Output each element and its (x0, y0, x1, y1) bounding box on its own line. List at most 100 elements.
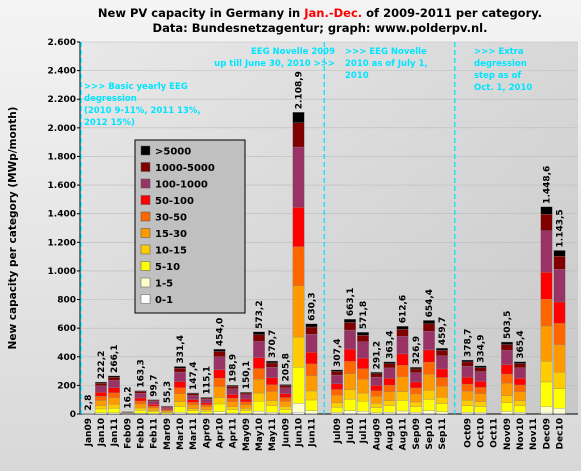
bar-segment (331, 374, 343, 384)
bar-segment (410, 372, 422, 383)
x-tick-label: May11 (268, 418, 278, 451)
annotation: Oct. 1, 2010 (474, 83, 532, 93)
bar-segment (200, 409, 213, 412)
x-tick-label: Sep10 (425, 418, 435, 450)
annotation: 2010 as of July 1, (345, 59, 428, 69)
legend-swatch (140, 261, 151, 271)
legend-swatch (140, 228, 151, 238)
total-label: 630,3 (308, 292, 318, 320)
x-tick-label: Jul10 (346, 418, 356, 444)
bar-segment (292, 336, 305, 368)
bar-segment (553, 323, 566, 345)
x-tick-label: Jun10 (295, 418, 305, 448)
bar-segment (213, 397, 226, 405)
bar-segment (540, 412, 553, 415)
legend-swatch (140, 178, 151, 189)
total-label: 454,0 (216, 318, 226, 346)
bar-segment (134, 393, 147, 399)
bar-segment (410, 401, 422, 407)
bar-segment (108, 377, 120, 381)
bar-segment (187, 399, 199, 403)
bar-segment (383, 391, 396, 401)
x-tick-label: Jun11 (308, 418, 318, 448)
bar-segment (423, 320, 435, 324)
legend-label: 0-1 (155, 295, 173, 306)
bar-segment (410, 368, 422, 373)
bar-segment (540, 213, 553, 231)
bar-segment (226, 401, 239, 407)
bar-segment (253, 379, 265, 394)
bar-segment (305, 352, 318, 365)
bar-segment (396, 410, 409, 414)
x-tick-label: May09 (242, 418, 252, 451)
bar-segment (187, 395, 199, 400)
bar-segment (253, 331, 265, 335)
bar-segment (226, 386, 239, 389)
y-tick-label: 2.400 (48, 67, 76, 77)
bar-segment (474, 401, 487, 407)
annotation: 2012 15%) (84, 118, 135, 128)
bar-segment (436, 355, 448, 370)
legend-swatch (140, 145, 151, 156)
total-label: 99,7 (150, 375, 160, 397)
x-tick-label: Nov09 (503, 418, 513, 450)
bar-segment (396, 376, 409, 392)
annotation: >>> Basic yearly EEG (84, 82, 188, 92)
x-tick-label: Dec09 (543, 418, 553, 449)
bar-segment (370, 403, 383, 408)
bar-segment (436, 385, 448, 398)
bar-segment (501, 395, 513, 403)
x-tick-label: Oct11 (490, 418, 500, 448)
bar-segment (436, 397, 448, 404)
bar-segment (474, 371, 487, 382)
bar-segment (461, 405, 474, 413)
bar-segment (461, 366, 474, 378)
bar-segment (187, 410, 199, 414)
legend-label: >5000 (155, 147, 191, 158)
bar-segment (357, 401, 369, 412)
bar-segment (344, 399, 356, 411)
bar-segment (213, 377, 226, 387)
bar-segment (514, 384, 526, 392)
bar-segment (174, 412, 186, 414)
bar-segment (253, 410, 265, 414)
title-part: New PV capacity in Germany in (98, 6, 304, 20)
bar-segment (292, 403, 305, 413)
total-label: 198,9 (229, 354, 239, 382)
bar-segment (474, 367, 487, 372)
bar-segment (292, 146, 305, 208)
bar-segment (474, 387, 487, 394)
bar-segment (344, 329, 356, 350)
total-label: 205,8 (282, 353, 292, 381)
x-tick-label: Dec10 (556, 418, 566, 449)
legend-label: 5-10 (155, 262, 180, 273)
bar-segment (174, 393, 186, 402)
bar-segment (331, 369, 343, 372)
x-tick-label: Sep09 (412, 418, 422, 450)
bar-segment (396, 391, 409, 401)
x-tick-label: Feb10 (137, 418, 147, 449)
bar-segment (383, 378, 396, 386)
bar-segment (357, 392, 369, 402)
bar-segment (95, 383, 107, 386)
bar-segment (108, 397, 120, 405)
bar-segment (540, 272, 553, 300)
bar-segment (266, 362, 278, 368)
bar-segment (279, 393, 292, 398)
bar-segment (213, 386, 226, 398)
bar-segment (370, 385, 383, 391)
bar-segment (95, 405, 107, 410)
bar-segment (95, 381, 107, 384)
bar-segment (134, 397, 147, 402)
bar-segment (147, 410, 160, 412)
x-tick-label: Mar10 (176, 418, 186, 450)
bar-segment (266, 411, 278, 414)
title-part: of 2009-2011 per category. (362, 6, 542, 20)
total-label: 222,2 (97, 351, 107, 379)
x-tick-label: Mar11 (189, 418, 199, 450)
bar-segment (279, 409, 292, 414)
x-tick-label: Aug10 (386, 418, 396, 450)
bar-segment (108, 412, 120, 415)
